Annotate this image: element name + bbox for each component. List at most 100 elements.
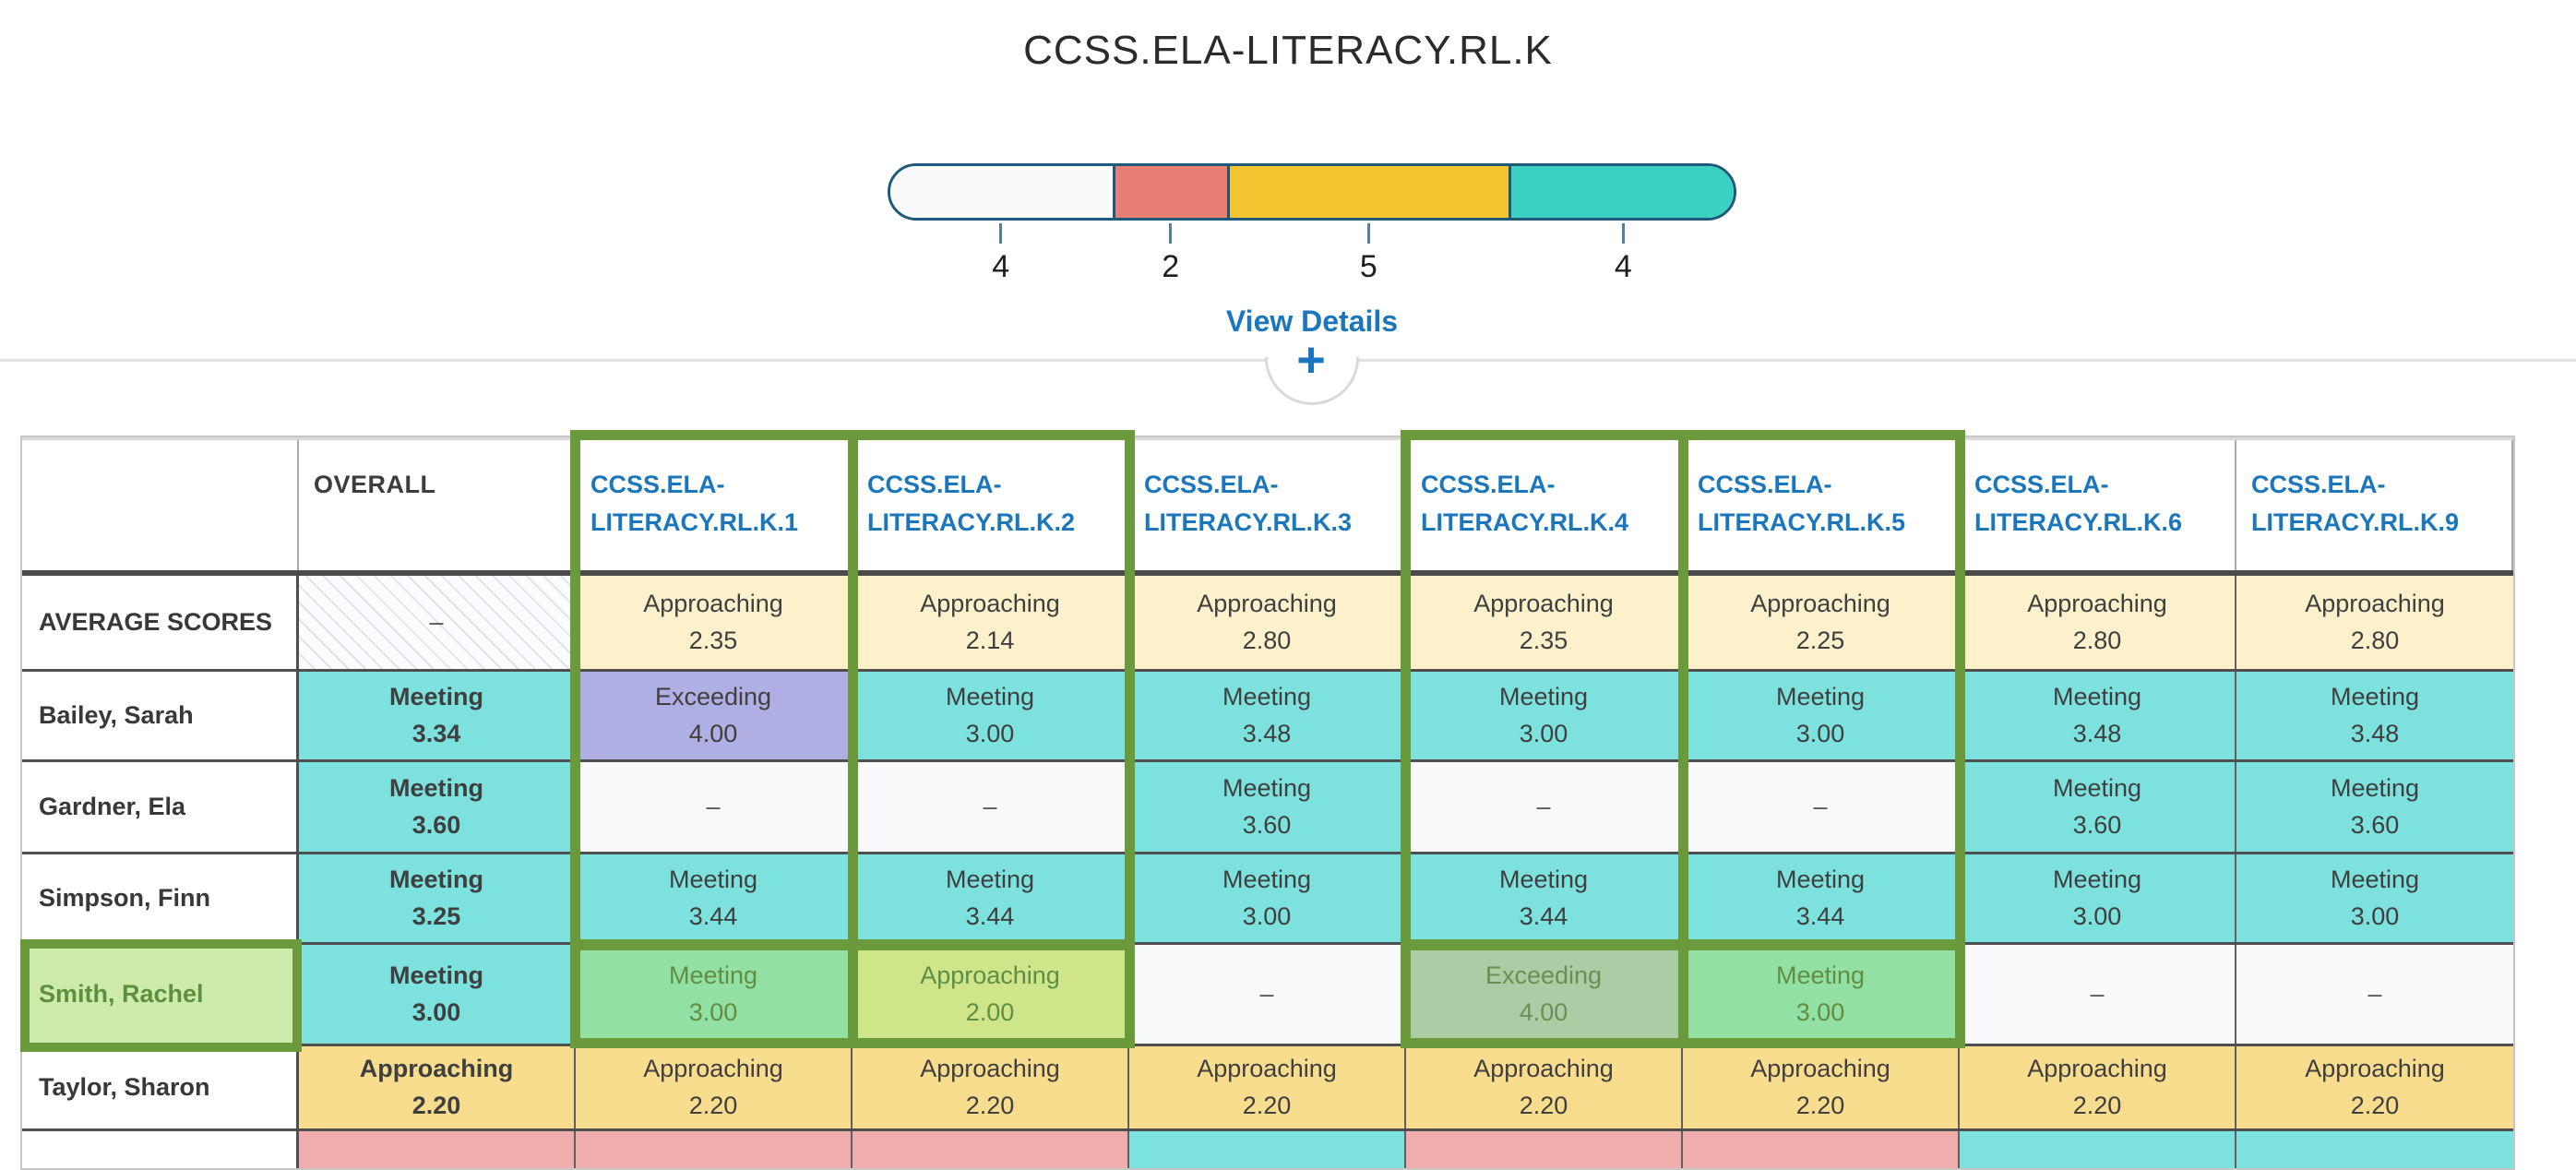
table-grid: OVERALL CCSS.ELA-LITERACY.RL.K.1 CCSS.ELA-… (22, 437, 2513, 1168)
score-cell-text: Meeting (1222, 866, 1312, 894)
score-cell-gardner-k3[interactable]: Meeting 3.60 (1129, 762, 1406, 852)
score-cell-next-row-k2[interactable] (853, 1131, 1129, 1168)
score-cell-text: – (429, 607, 444, 636)
score-cell-average-k3[interactable]: Approaching 2.80 (1129, 576, 1406, 669)
score-cell-simpson-k2[interactable]: Meeting 3.44 (853, 854, 1129, 942)
row-label-taylor[interactable]: Taylor, Sharon (22, 1046, 299, 1128)
score-cell-next-row-k6[interactable] (1960, 1131, 2236, 1168)
score-cell-smith-k5[interactable]: Meeting 3.00 (1683, 945, 1960, 1044)
score-cell-taylor-k2[interactable]: Approaching 2.20 (853, 1046, 1129, 1128)
score-cell-text: Approaching (643, 1055, 783, 1083)
score-cell-next-row-k3[interactable] (1129, 1131, 1406, 1168)
score-cell-text: 2.25 (1795, 626, 1845, 654)
score-cell-smith-k1[interactable]: Meeting 3.00 (576, 945, 853, 1044)
score-cell-average-k2[interactable]: Approaching 2.14 (853, 576, 1129, 669)
score-cell-bailey-k2[interactable]: Meeting 3.00 (853, 672, 1129, 759)
view-details-link[interactable]: View Details (1225, 304, 1399, 338)
score-cell-smith-k4[interactable]: Exceeding 4.00 (1406, 945, 1683, 1044)
score-cell-bailey-k4[interactable]: Meeting 3.00 (1406, 672, 1683, 759)
standards-scores-table: OVERALL CCSS.ELA-LITERACY.RL.K.1 CCSS.ELA-… (20, 430, 2515, 1170)
score-cell-gardner-k5[interactable]: – (1683, 762, 1960, 852)
score-cell-average-k6[interactable]: Approaching 2.80 (1960, 576, 2236, 669)
score-cell-taylor-k9[interactable]: Approaching 2.20 (2236, 1046, 2513, 1128)
score-cell-bailey-k1[interactable]: Exceeding 4.00 (576, 672, 853, 759)
row-label-smith[interactable]: Smith, Rachel (22, 945, 299, 1044)
score-cell-smith-k9[interactable]: – (2236, 945, 2513, 1044)
score-cell-text: Meeting (668, 866, 758, 894)
score-cell-bailey-k6[interactable]: Meeting 3.48 (1960, 672, 2236, 759)
score-cell-taylor-k6[interactable]: Approaching 2.20 (1960, 1046, 2236, 1128)
row-label-simpson[interactable]: Simpson, Finn (22, 854, 299, 942)
column-header-k9[interactable]: CCSS.ELA-LITERACY.RL.K.9 (2236, 440, 2513, 570)
score-cell-text: 3.00 (965, 719, 1015, 747)
tick-line (1366, 223, 1370, 244)
score-cell-text: Approaching (920, 590, 1060, 618)
score-cell-gardner-k1[interactable]: – (576, 762, 853, 852)
row-label-bailey[interactable]: Bailey, Sarah (22, 672, 299, 759)
score-cell-text: Exceeding (654, 683, 772, 711)
score-cell-average-k1[interactable]: Approaching 2.35 (576, 576, 853, 669)
score-cell-bailey-overall[interactable]: Meeting 3.34 (299, 672, 576, 759)
tick-line (1621, 223, 1625, 244)
column-header-k4[interactable]: CCSS.ELA-LITERACY.RL.K.4 (1406, 440, 1683, 570)
score-cell-bailey-k9[interactable]: Meeting 3.48 (2236, 672, 2513, 759)
score-cell-text: Approaching (643, 590, 783, 618)
score-cell-taylor-k4[interactable]: Approaching 2.20 (1406, 1046, 1683, 1128)
bar-segment-approaching[interactable] (1227, 166, 1509, 218)
bar-segment-not-meeting[interactable] (1113, 166, 1227, 218)
score-cell-next-row-overall[interactable] (299, 1131, 576, 1168)
score-cell-bailey-k5[interactable]: Meeting 3.00 (1683, 672, 1960, 759)
score-cell-text: – (2090, 979, 2105, 1008)
table-row-smith: Smith, Rachel Meeting 3.00 Meeting 3.00 Appro… (22, 945, 2513, 1046)
score-cell-gardner-k4[interactable]: – (1406, 762, 1683, 852)
row-label-gardner[interactable]: Gardner, Ela (22, 762, 299, 852)
score-cell-text: Meeting (1775, 866, 1866, 894)
score-cell-gardner-k2[interactable]: – (853, 762, 1129, 852)
score-cell-gardner-k9[interactable]: Meeting 3.60 (2236, 762, 2513, 852)
score-cell-next-row-k9[interactable] (2236, 1131, 2513, 1168)
score-cell-average-k5[interactable]: Approaching 2.25 (1683, 576, 1960, 669)
table-header-row: OVERALL CCSS.ELA-LITERACY.RL.K.1 CCSS.ELA-… (22, 437, 2513, 576)
score-cell-simpson-k9[interactable]: Meeting 3.00 (2236, 854, 2513, 942)
score-cell-text: 2.20 (1242, 1091, 1292, 1119)
score-cell-text: Approaching (920, 961, 1060, 990)
score-cell-bailey-k3[interactable]: Meeting 3.48 (1129, 672, 1406, 759)
score-cell-gardner-overall[interactable]: Meeting 3.60 (299, 762, 576, 852)
bar-segment-meeting[interactable] (1508, 166, 1734, 218)
score-cell-taylor-k1[interactable]: Approaching 2.20 (576, 1046, 853, 1128)
score-cell-text: Approaching (359, 1055, 514, 1083)
tick-no-score: 4 (964, 223, 1038, 285)
score-cell-simpson-overall[interactable]: Meeting 3.25 (299, 854, 576, 942)
score-cell-simpson-k3[interactable]: Meeting 3.00 (1129, 854, 1406, 942)
column-header-k2[interactable]: CCSS.ELA-LITERACY.RL.K.2 (853, 440, 1129, 570)
column-header-k3[interactable]: CCSS.ELA-LITERACY.RL.K.3 (1129, 440, 1406, 570)
score-cell-average-k4[interactable]: Approaching 2.35 (1406, 576, 1683, 669)
score-cell-taylor-k5[interactable]: Approaching 2.20 (1683, 1046, 1960, 1128)
tick-count-label: 5 (1359, 249, 1377, 284)
score-distribution-bar[interactable] (888, 163, 1736, 221)
score-cell-gardner-k6[interactable]: Meeting 3.60 (1960, 762, 2236, 852)
score-cell-taylor-overall[interactable]: Approaching 2.20 (299, 1046, 576, 1128)
score-cell-next-row-k1[interactable] (576, 1131, 853, 1168)
score-cell-smith-overall[interactable]: Meeting 3.00 (299, 945, 576, 1044)
column-header-k1[interactable]: CCSS.ELA-LITERACY.RL.K.1 (576, 440, 853, 570)
score-distribution-ticks: 4 2 5 4 (888, 223, 1736, 284)
score-cell-next-row-k5[interactable] (1683, 1131, 1960, 1168)
score-cell-smith-k3[interactable]: – (1129, 945, 1406, 1044)
table-row-taylor: Taylor, Sharon Approaching 2.20 Approaching… (22, 1046, 2513, 1131)
score-cell-smith-k2[interactable]: Approaching 2.00 (853, 945, 1129, 1044)
score-cell-text: 3.00 (2072, 901, 2122, 930)
score-cell-taylor-k3[interactable]: Approaching 2.20 (1129, 1046, 1406, 1128)
score-cell-simpson-k5[interactable]: Meeting 3.44 (1683, 854, 1960, 942)
score-cell-text: Meeting (1775, 961, 1866, 990)
score-cell-next-row-k4[interactable] (1406, 1131, 1683, 1168)
expand-button[interactable]: + (1283, 334, 1339, 386)
bar-segment-no-score[interactable] (890, 166, 1114, 218)
score-cell-smith-k6[interactable]: – (1960, 945, 2236, 1044)
score-cell-simpson-k1[interactable]: Meeting 3.44 (576, 854, 853, 942)
column-header-k6[interactable]: CCSS.ELA-LITERACY.RL.K.6 (1960, 440, 2236, 570)
column-header-k5[interactable]: CCSS.ELA-LITERACY.RL.K.5 (1683, 440, 1960, 570)
score-cell-simpson-k4[interactable]: Meeting 3.44 (1406, 854, 1683, 942)
score-cell-average-k9[interactable]: Approaching 2.80 (2236, 576, 2513, 669)
score-cell-simpson-k6[interactable]: Meeting 3.00 (1960, 854, 2236, 942)
